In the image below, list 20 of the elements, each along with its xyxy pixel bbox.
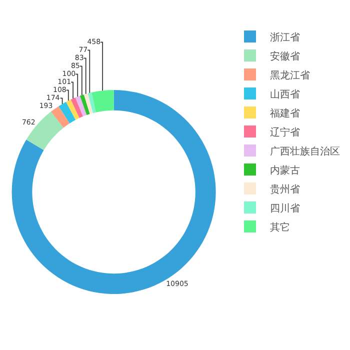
legend-label: 内蒙古 [270,164,300,176]
legend-label: 贵州省 [270,183,300,196]
legend-label: 安徽省 [270,50,300,62]
donut-slice [91,90,114,112]
legend-label: 辽宁省 [270,126,300,138]
legend-label: 福建省 [270,107,300,120]
donut-slice [66,100,80,120]
legend-label: 广西壮族自治区 [270,145,340,158]
legend-label: 浙江省 [270,31,300,44]
legend-label: 四川省 [270,202,300,214]
donut-slice [50,106,70,128]
legend-label: 其它 [270,221,290,234]
donut-slice [84,93,94,114]
donut-slice [88,92,96,114]
donut-slice [58,102,76,124]
legend-label: 黑龙江省 [270,69,310,82]
donut-slice [80,94,90,116]
donut-slice [75,96,87,116]
legend-label: 山西省 [270,88,300,100]
donut-slice [70,98,84,118]
